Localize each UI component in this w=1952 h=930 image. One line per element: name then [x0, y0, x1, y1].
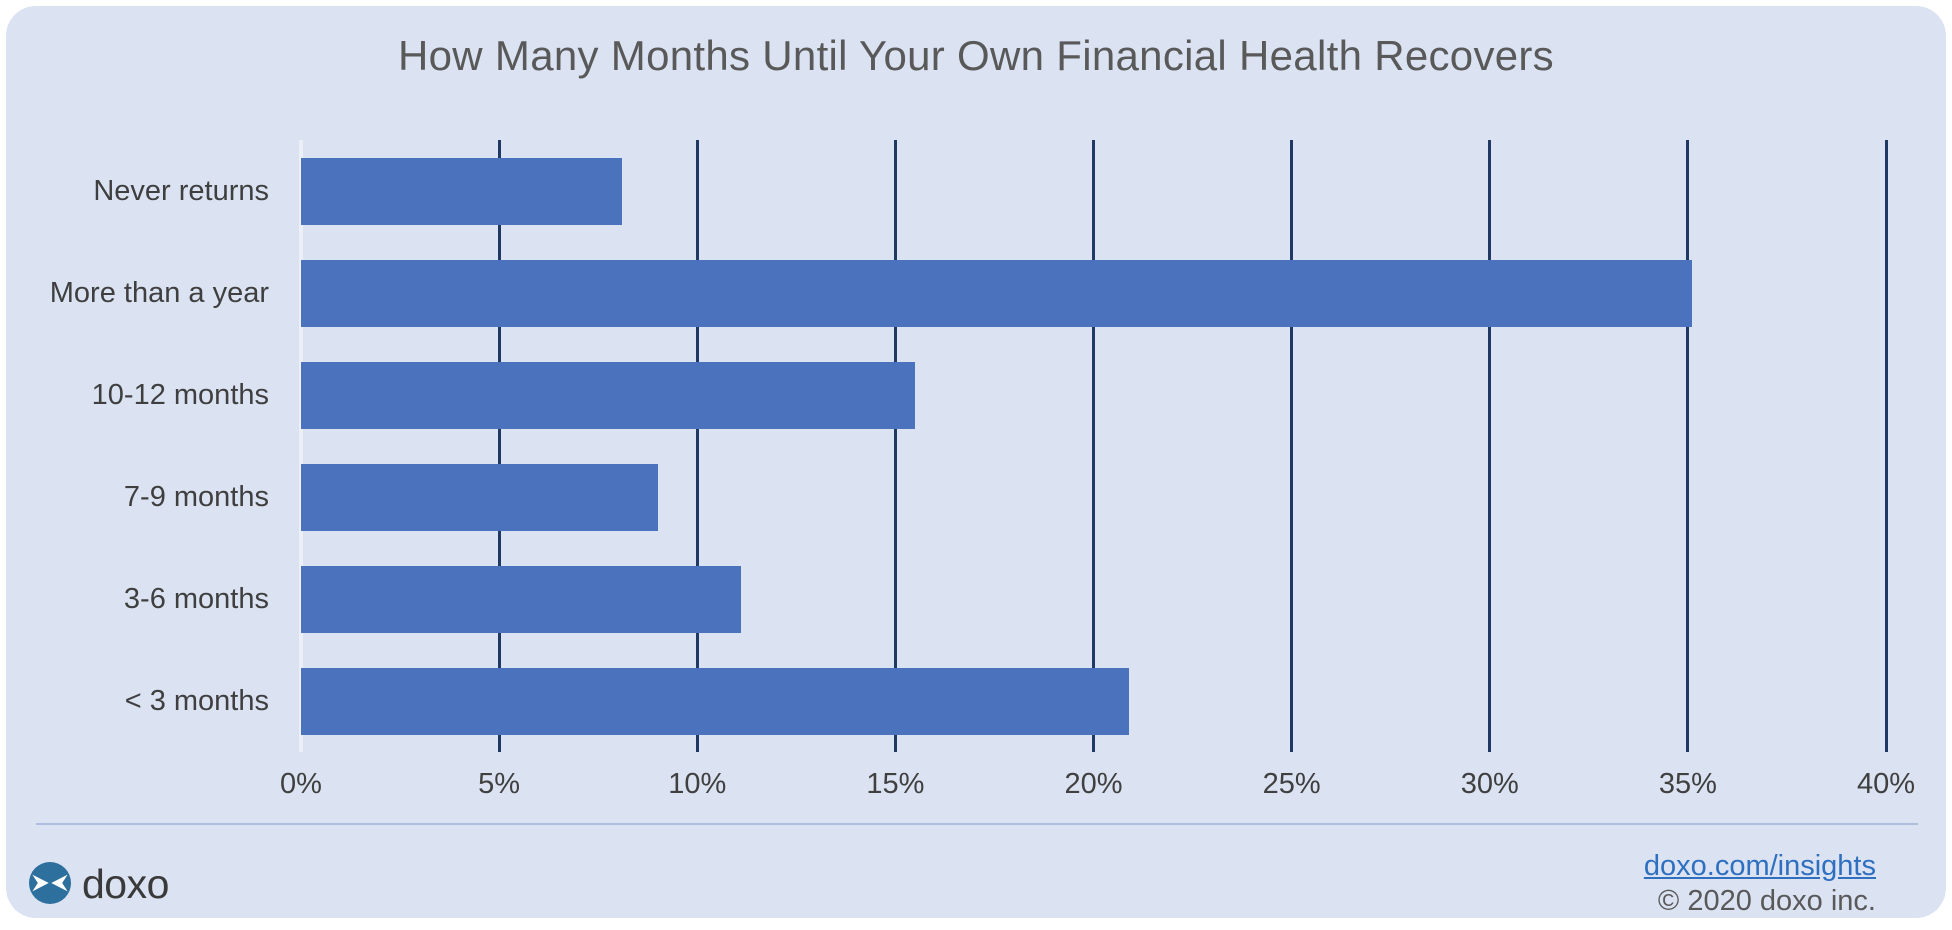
x-tick-label: 20%	[1064, 768, 1123, 800]
gridline	[497, 140, 501, 752]
x-axis-tick-labels: 0% 5% 10% 15% 20% 25% 30% 35% 40%	[280, 768, 1915, 804]
x-tick-label: 25%	[1262, 768, 1321, 800]
x-tick-label: 15%	[866, 768, 925, 800]
y-axis-category-labels: Never returns More than a year 10-12 month…	[6, 140, 269, 752]
category-label: 3-6 months	[123, 582, 269, 615]
footer-right-block: doxo.com/insights © 2020 doxo inc.	[1643, 850, 1876, 918]
doxo-brand-name: doxo	[82, 861, 169, 907]
category-label: Never returns	[93, 174, 269, 207]
x-tick-label: 30%	[1460, 768, 1519, 800]
category-label: 10-12 months	[91, 378, 269, 411]
category-label: < 3 months	[124, 684, 269, 717]
bar-3-months	[301, 667, 1130, 735]
gridline	[1488, 140, 1492, 752]
x-tick-label: 40%	[1856, 768, 1916, 800]
gridline	[1092, 140, 1095, 752]
x-tick-label: 10%	[668, 768, 727, 800]
gridline	[893, 140, 897, 752]
category-label: More than a year	[49, 276, 269, 309]
gridline	[1686, 140, 1690, 752]
plot-area	[299, 140, 1888, 752]
chart-title: How Many Months Until Your Own Financial…	[398, 32, 1554, 79]
x-tick-label: 5%	[478, 768, 521, 800]
gridline	[1290, 140, 1294, 752]
bar-never-returns	[301, 157, 622, 225]
bar-10-12-months	[301, 361, 916, 429]
bar-more-than-a-year	[301, 259, 1692, 327]
gridline	[695, 140, 699, 752]
bar-7-9-months	[301, 463, 658, 531]
x-tick-label: 0%	[280, 768, 322, 800]
x-tick-label: 35%	[1658, 768, 1717, 800]
copyright-text: © 2020 doxo inc.	[1657, 884, 1876, 917]
category-label: 7-9 months	[123, 480, 269, 513]
doxo-insights-link[interactable]: doxo.com/insights	[1643, 850, 1876, 882]
infographic-panel: How Many Months Until Your Own Financial…	[6, 6, 1946, 918]
bar-3-6-months	[301, 565, 741, 633]
doxo-logo-icon	[29, 862, 71, 904]
footer-divider-line	[36, 823, 1918, 825]
gridline	[1884, 140, 1888, 752]
x-axis-zero-line	[299, 140, 303, 752]
